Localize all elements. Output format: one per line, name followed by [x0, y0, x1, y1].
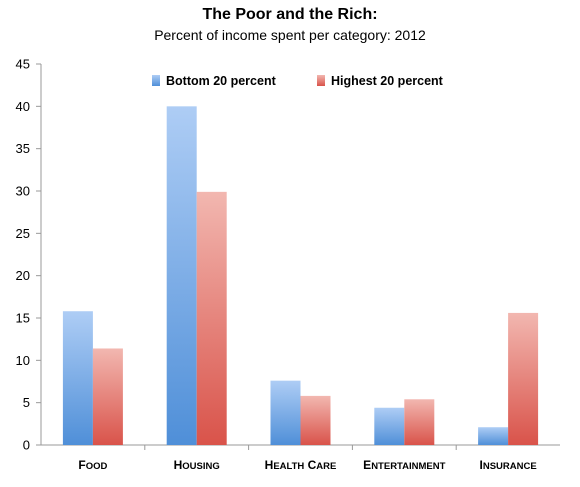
legend-swatch	[317, 75, 325, 86]
y-tick-label: 15	[16, 311, 30, 326]
legend-label: Highest 20 percent	[331, 74, 444, 88]
bar-highest-20	[404, 399, 435, 445]
y-tick-label: 30	[16, 184, 30, 199]
y-tick-label: 0	[23, 438, 30, 453]
y-tick-label: 20	[16, 268, 30, 283]
bars	[62, 106, 539, 445]
y-tick-label: 25	[16, 226, 30, 241]
labels: FOOD HOUSING HEALTH CARE ENTERTAINMENT INSUR…	[78, 458, 536, 472]
bar-bottom-20	[166, 106, 197, 445]
bar-bottom-20	[62, 311, 93, 445]
x-tick-label: ENTERTAINMENT	[363, 458, 445, 472]
y-tick-label: 40	[16, 99, 30, 114]
legend: Bottom 20 percent Highest 20 percent	[152, 74, 444, 88]
legend-swatch	[152, 75, 160, 86]
legend-label: Bottom 20 percent	[166, 74, 277, 88]
y-tick-label: 35	[16, 141, 30, 156]
x-tick-label: INSURANCE	[480, 458, 537, 472]
x-tick-label: FOOD	[78, 458, 107, 472]
axes: 0 5 10 15 20 25 30 35 40 45	[16, 57, 560, 453]
bar-bottom-20	[374, 407, 405, 445]
x-tick-label: HOUSING	[174, 458, 220, 472]
y-tick-label: 5	[23, 395, 30, 410]
bar-bottom-20	[270, 380, 301, 445]
bar-bottom-20	[478, 427, 509, 445]
chart-title: The Poor and the Rich:	[202, 6, 378, 23]
bar-highest-20	[300, 395, 331, 445]
y-tick-label: 10	[16, 353, 30, 368]
bar-highest-20	[508, 312, 539, 445]
chart-subtitle: Percent of income spent per category: 20…	[154, 27, 426, 43]
bar-highest-20	[196, 191, 227, 445]
x-tick-label: HEALTH CARE	[265, 458, 337, 472]
bar-highest-20	[92, 348, 123, 445]
y-tick-label: 45	[16, 57, 30, 72]
